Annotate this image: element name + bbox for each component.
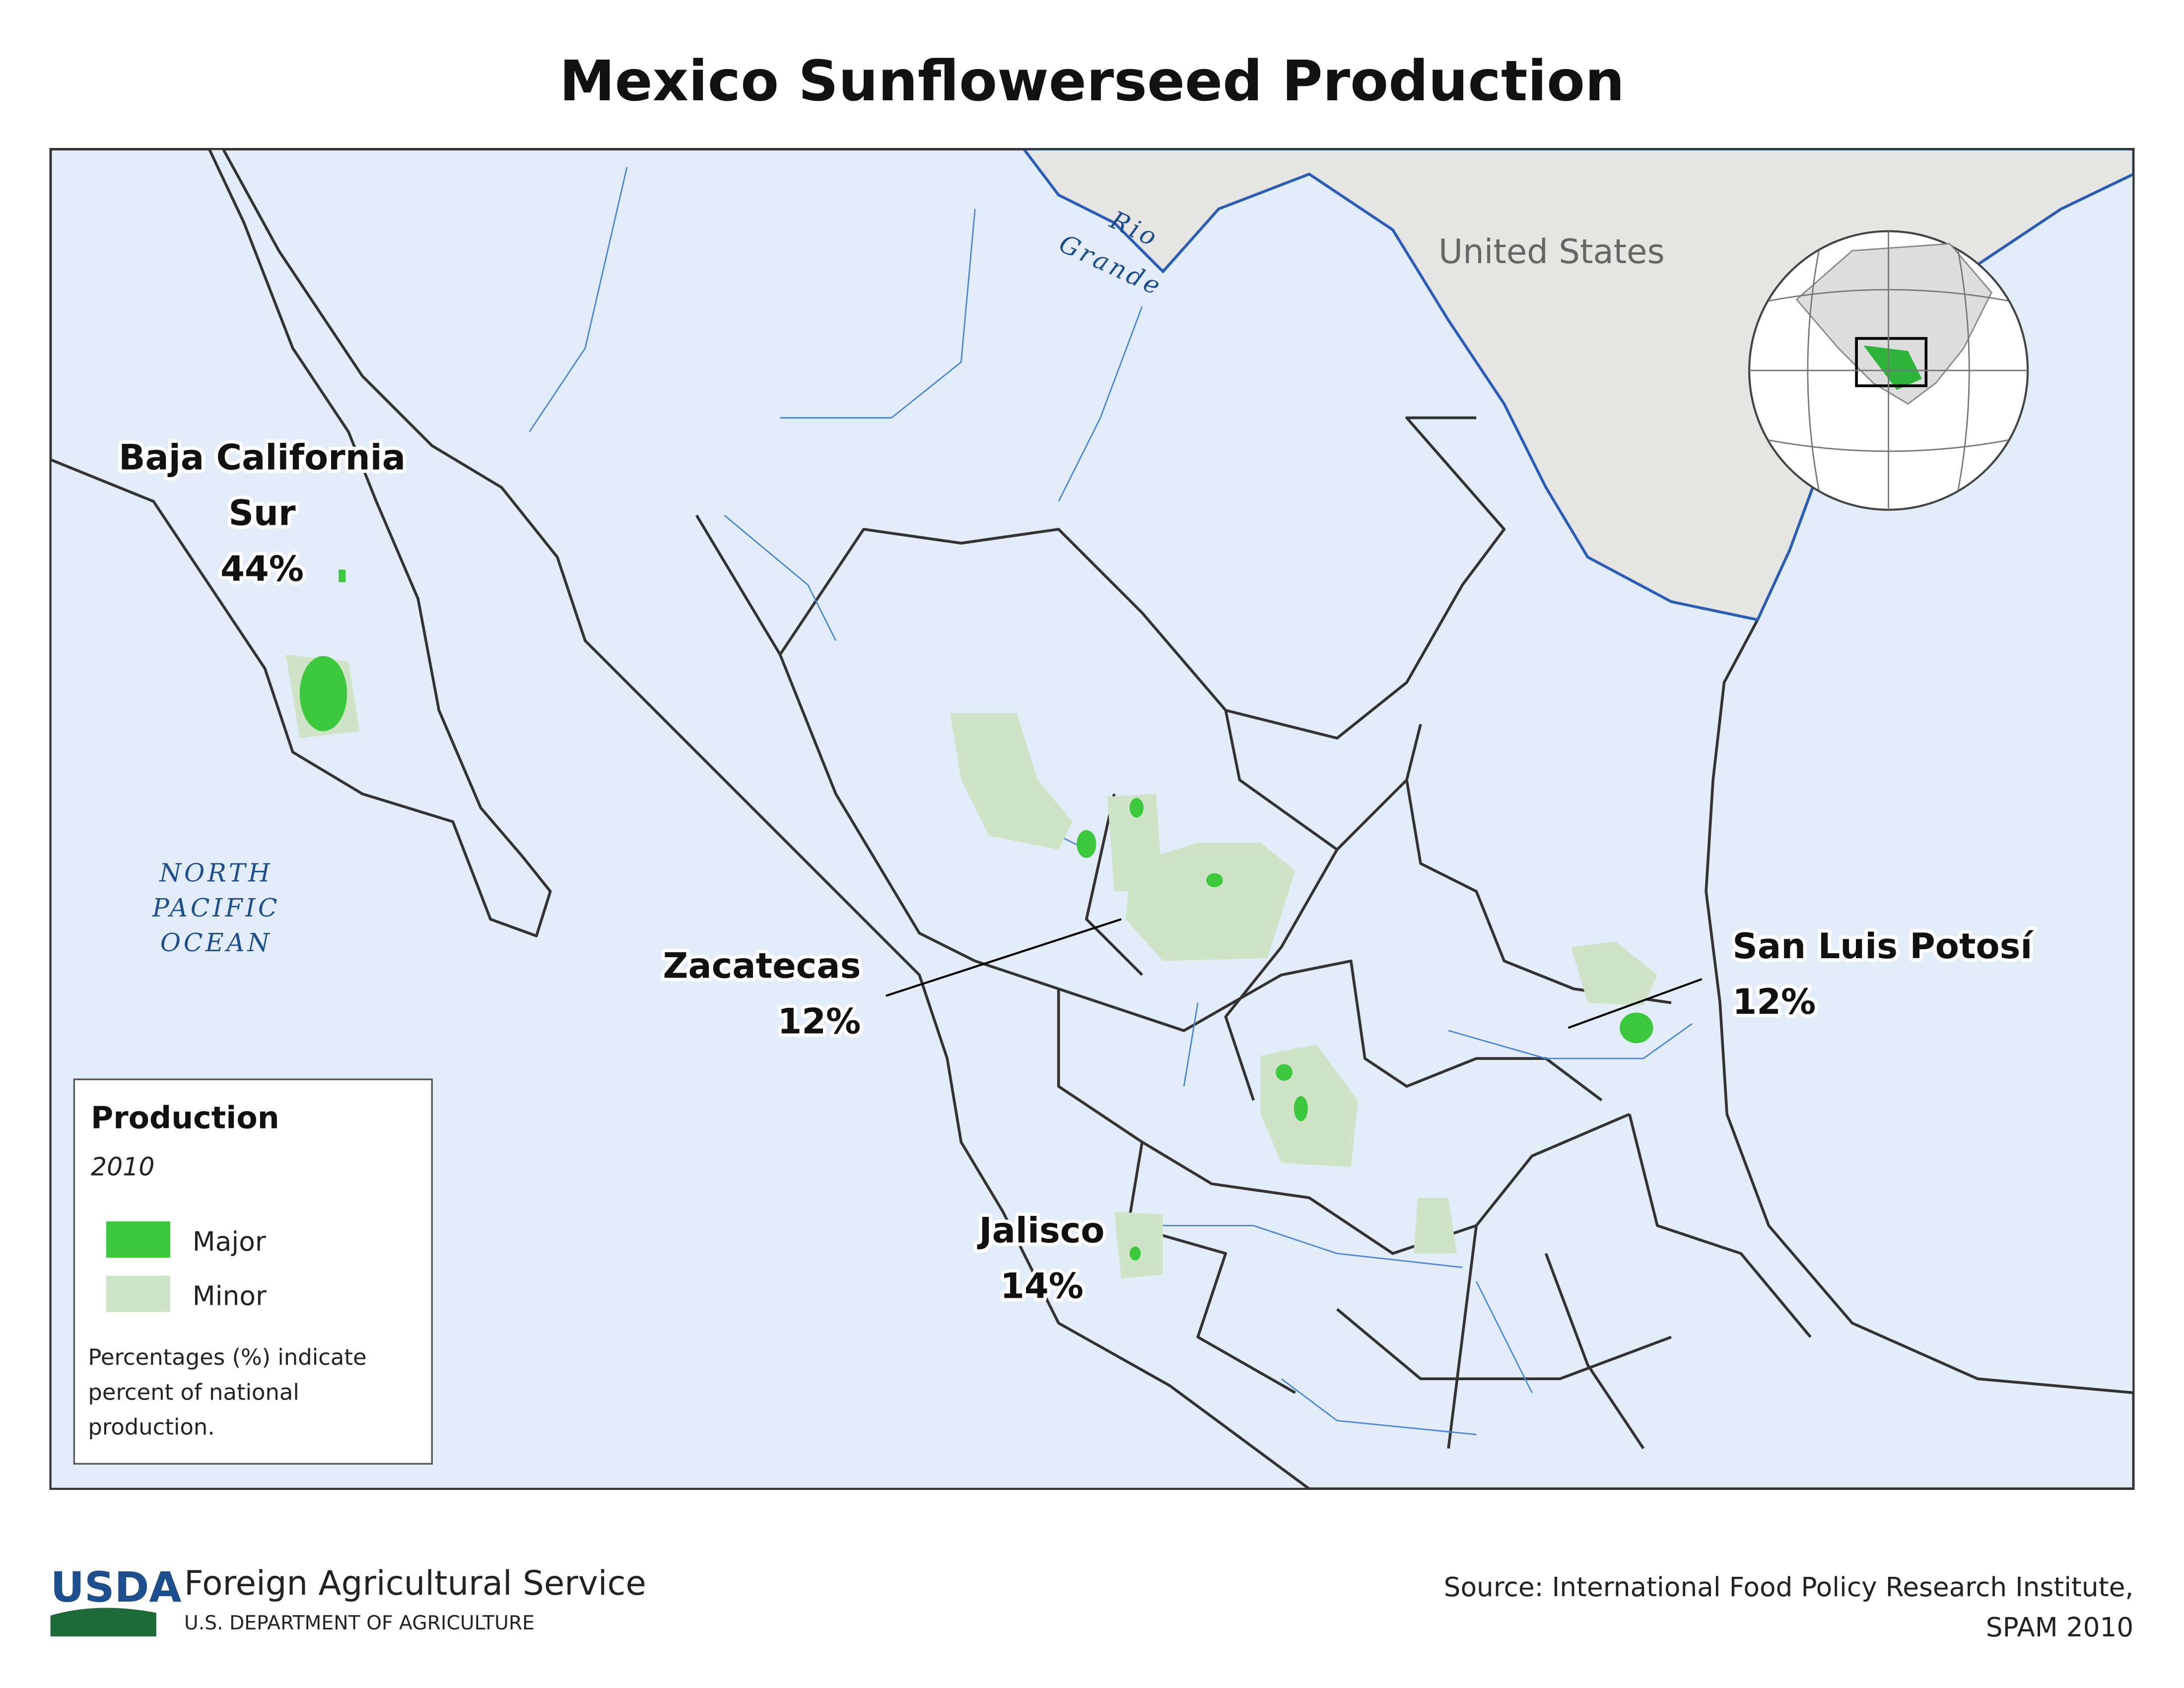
globe-mexico bbox=[1863, 345, 1922, 390]
minor-area bbox=[1414, 1197, 1457, 1254]
state-borders bbox=[695, 416, 1812, 1450]
region-share: 12% bbox=[777, 1001, 861, 1042]
legend-note: production. bbox=[88, 1413, 214, 1440]
country-label: United States bbox=[1438, 232, 1665, 271]
major-area bbox=[299, 656, 347, 731]
legend: Production 2010 Major Minor Percentages … bbox=[73, 1078, 433, 1465]
minor-area bbox=[1125, 843, 1296, 961]
legend-box bbox=[73, 1078, 433, 1465]
major-area bbox=[1294, 1096, 1308, 1122]
region-name: Jalisco bbox=[977, 1210, 1105, 1251]
legend-swatch bbox=[106, 1221, 170, 1258]
major-area bbox=[1129, 798, 1144, 818]
region-name: Zacatecas bbox=[663, 945, 861, 986]
ocean-label: PACIFIC bbox=[152, 893, 280, 922]
minor-area bbox=[1114, 1211, 1163, 1279]
baja-peninsula bbox=[50, 149, 552, 937]
major-areas bbox=[299, 569, 1653, 1261]
legend-label: Minor bbox=[193, 1281, 267, 1312]
legend-note: percent of national bbox=[88, 1379, 299, 1405]
region-name: Baja California bbox=[119, 437, 406, 478]
region-share: 44% bbox=[220, 549, 304, 589]
region-name: Sur bbox=[229, 493, 296, 534]
map-frame bbox=[49, 148, 2135, 1490]
major-area bbox=[1206, 873, 1223, 887]
globe-inset bbox=[1748, 230, 2029, 511]
leader-line bbox=[886, 918, 1122, 997]
major-area bbox=[1276, 1064, 1293, 1081]
region-name: San Luis Potosí bbox=[1732, 926, 2034, 967]
ocean-label: OCEAN bbox=[160, 928, 273, 957]
minor-area bbox=[950, 713, 1073, 850]
region-share: 14% bbox=[1000, 1266, 1084, 1307]
legend-subtitle: 2010 bbox=[91, 1152, 154, 1182]
region-share: 12% bbox=[1732, 982, 1816, 1022]
source: Source: International Food Policy Resear… bbox=[1444, 1572, 2134, 1603]
department: U.S. DEPARTMENT OF AGRICULTURE bbox=[184, 1612, 535, 1634]
footer: USDA Foreign Agricultural Service U.S. D… bbox=[50, 1563, 2134, 1643]
major-area bbox=[339, 569, 346, 582]
legend-swatch bbox=[106, 1275, 170, 1312]
title: Mexico Sunflowerseed Production bbox=[559, 49, 1625, 114]
major-area bbox=[1620, 1012, 1653, 1044]
graticule bbox=[1749, 231, 2028, 510]
globe-frame bbox=[1855, 337, 1928, 387]
legend-title: Production bbox=[91, 1100, 279, 1135]
leader-line bbox=[1568, 978, 1703, 1029]
major-area bbox=[1129, 1246, 1141, 1261]
logo-text: USDA bbox=[51, 1563, 182, 1612]
major-area bbox=[1077, 830, 1096, 858]
minor-area bbox=[1571, 941, 1657, 1006]
logo-swoosh bbox=[50, 1608, 156, 1637]
map: United States Rio Grande NORTH PACIFIC O… bbox=[49, 148, 2135, 1490]
legend-note: Percentages (%) indicate bbox=[88, 1344, 366, 1370]
ocean-label: NORTH bbox=[158, 858, 273, 888]
agency: Foreign Agricultural Service bbox=[184, 1564, 646, 1603]
source: SPAM 2010 bbox=[1986, 1612, 2134, 1643]
legend-label: Major bbox=[193, 1226, 266, 1257]
